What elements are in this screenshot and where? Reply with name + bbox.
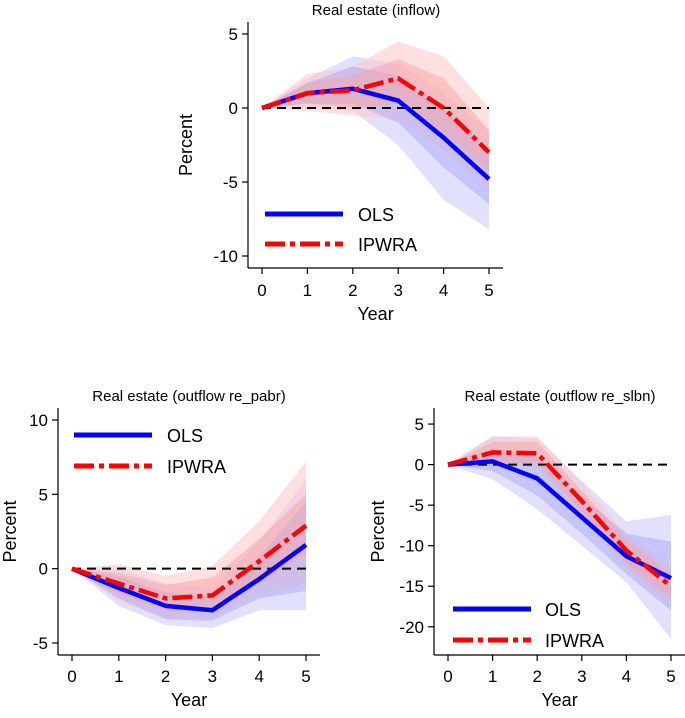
x-tick-label: 1 bbox=[303, 281, 312, 300]
ipwra-ci90-band bbox=[72, 494, 306, 611]
y-axis-label: Percent bbox=[0, 500, 20, 562]
x-axis-label: Year bbox=[357, 304, 393, 324]
x-tick-label: 4 bbox=[439, 281, 448, 300]
legend: OLS IPWRA bbox=[453, 600, 604, 651]
y-axis-label: Percent bbox=[176, 114, 196, 176]
chart-panel-2: Real estate (outflow re_pabr) 10 5 0 -5 0 1 2 3 4… bbox=[0, 388, 320, 710]
y-axis-label: Percent bbox=[368, 500, 388, 562]
y-tick-label: -10 bbox=[399, 537, 424, 556]
series-line-ipwra bbox=[71, 523, 308, 601]
series-line-ipwra bbox=[447, 450, 673, 588]
chart-title: Real estate (inflow) bbox=[312, 2, 440, 19]
legend-label-ols: OLS bbox=[358, 205, 394, 225]
y-tick-label: -5 bbox=[33, 634, 48, 653]
y-tick-label: 5 bbox=[415, 415, 424, 434]
x-tick-label: 2 bbox=[161, 667, 170, 686]
x-tick-label: 0 bbox=[257, 281, 266, 300]
x-tick-label: 3 bbox=[208, 667, 217, 686]
y-tick-label: -20 bbox=[399, 618, 424, 637]
x-tick-label: 1 bbox=[114, 667, 123, 686]
chart-panel-1: Real estate (inflow) 5 0 -5 -10 0 1 2 3 4 5 Year Per… bbox=[176, 2, 503, 324]
legend: OLS IPWRA bbox=[265, 205, 417, 255]
x-tick-label: 1 bbox=[488, 667, 497, 686]
y-tick-label: 0 bbox=[415, 456, 424, 475]
x-tick-label: 3 bbox=[393, 281, 402, 300]
legend: OLS IPWRA bbox=[74, 426, 226, 477]
x-tick-label: 4 bbox=[622, 667, 631, 686]
y-tick-label: 5 bbox=[39, 485, 48, 504]
legend-label-ipwra: IPWRA bbox=[545, 631, 604, 651]
chart-title: Real estate (outflow re_pabr) bbox=[92, 388, 285, 405]
x-tick-label: 5 bbox=[484, 281, 493, 300]
chart-panel-3: Real estate (outflow re_slbn) 5 0 -5 -10 -15 -… bbox=[368, 388, 685, 710]
series-line-ols bbox=[447, 459, 672, 581]
legend-label-ols: OLS bbox=[545, 600, 581, 620]
ipwra-ci90-band bbox=[448, 441, 671, 599]
y-tick-label: -10 bbox=[213, 247, 238, 266]
y-tick-label: 10 bbox=[29, 411, 48, 430]
chart-title: Real estate (outflow re_slbn) bbox=[465, 388, 656, 405]
x-tick-label: 5 bbox=[301, 667, 310, 686]
series-line-ols bbox=[71, 543, 308, 613]
y-tick-label: 0 bbox=[229, 99, 238, 118]
x-tick-label: 0 bbox=[443, 667, 452, 686]
x-tick-label: 2 bbox=[532, 667, 541, 686]
legend-label-ipwra: IPWRA bbox=[358, 235, 417, 255]
x-tick-label: 2 bbox=[348, 281, 357, 300]
x-axis-label: Year bbox=[541, 690, 577, 710]
legend-label-ipwra: IPWRA bbox=[167, 457, 226, 477]
y-tick-label: -5 bbox=[409, 496, 424, 515]
x-tick-label: 4 bbox=[254, 667, 263, 686]
legend-label-ols: OLS bbox=[167, 426, 203, 446]
x-tick-label: 0 bbox=[67, 667, 76, 686]
y-tick-label: -15 bbox=[399, 577, 424, 596]
y-tick-label: -5 bbox=[223, 173, 238, 192]
x-axis-label: Year bbox=[171, 690, 207, 710]
series-line-ipwra bbox=[261, 76, 491, 155]
y-tick-label: 5 bbox=[229, 25, 238, 44]
x-tick-label: 3 bbox=[577, 667, 586, 686]
ipwra-ci90-band bbox=[262, 59, 489, 172]
y-tick-label: 0 bbox=[39, 560, 48, 579]
x-tick-label: 5 bbox=[666, 667, 675, 686]
